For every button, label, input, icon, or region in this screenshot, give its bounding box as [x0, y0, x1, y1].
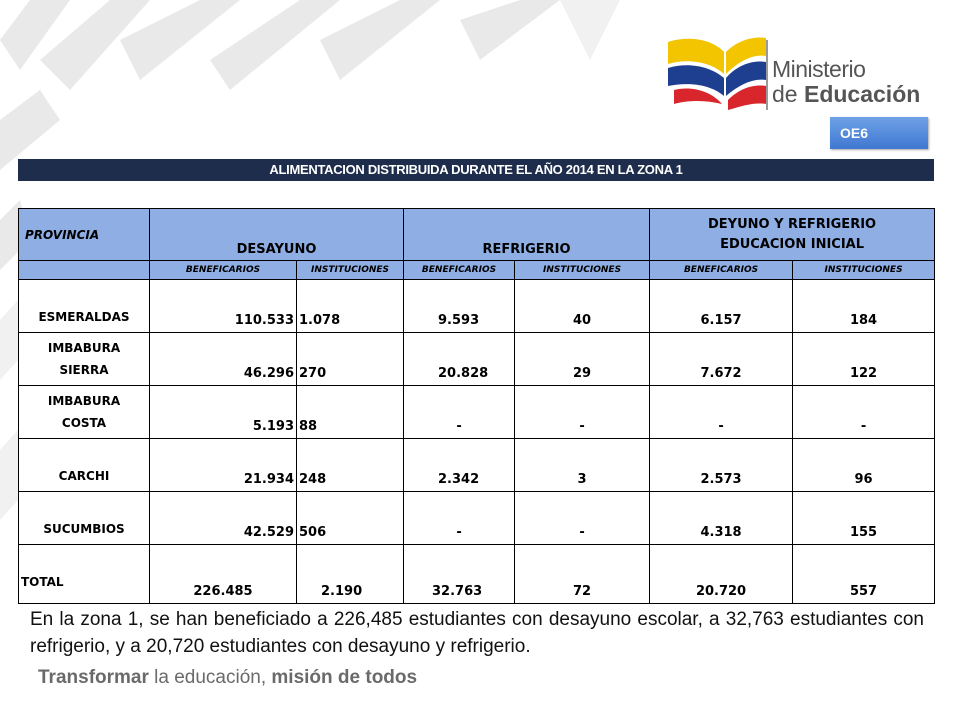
table-row: CARCHI 21.934 248 2.342 3 2.573 96	[18, 438, 936, 492]
slogan-part-3: misión de todos	[271, 667, 418, 688]
cell-refrigerio-instituciones: 29	[514, 332, 651, 386]
header-desayuno: DESAYUNO	[148, 208, 405, 261]
table-row-total: TOTAL 226.485 2.190 32.763 72 20.720 557	[18, 544, 936, 604]
cell-desayuno-beneficiarios: 110.533	[149, 279, 297, 333]
total-inicial-instituciones: 557	[792, 544, 936, 604]
header-refrigerio: REFRIGERIO	[403, 208, 651, 261]
table-title: ALIMENTACION DISTRIBUIDA DURANTE EL AÑO …	[18, 159, 934, 181]
row-province: IMBABURA COSTA	[18, 385, 150, 439]
cell-desayuno-instituciones: 270	[295, 332, 405, 386]
cell-desayuno-instituciones: 1.078	[295, 279, 405, 333]
cell-inicial-beneficiarios: 4.318	[649, 491, 794, 545]
logo-line-2: de Educación	[772, 81, 921, 107]
cell-inicial-instituciones: -	[792, 385, 936, 439]
cell-inicial-instituciones: 184	[792, 279, 936, 333]
row-province: SUCUMBIOS	[18, 491, 150, 545]
ministerio-logo	[666, 34, 926, 114]
subheader-desayuno-beneficiarios: BENEFICARIOS	[149, 260, 297, 280]
slogan: Transformar la educación, misión de todo…	[38, 667, 417, 689]
cell-inicial-instituciones: 155	[792, 491, 936, 545]
cell-desayuno-beneficiarios: 42.529	[149, 491, 297, 545]
total-label: TOTAL	[18, 544, 150, 604]
cell-refrigerio-instituciones: 3	[514, 438, 651, 492]
table-row: IMBABURA SIERRA 46.296 270 20.828 29 7.67…	[18, 332, 936, 386]
flag-swoosh-icon	[668, 37, 766, 110]
total-desayuno-beneficiarios: 226.485	[149, 544, 297, 604]
cell-refrigerio-instituciones: 40	[514, 279, 651, 333]
header-deyuno-line-1: DEYUNO Y REFRIGERIO	[707, 216, 877, 232]
total-refrigerio-beneficiarios: 32.763	[403, 544, 516, 604]
cell-refrigerio-instituciones: -	[514, 385, 651, 439]
subheader-inicial-instituciones: INSTITUCIONES	[792, 260, 936, 280]
cell-inicial-beneficiarios: 6.157	[649, 279, 794, 333]
cell-refrigerio-instituciones: -	[514, 491, 651, 545]
cell-refrigerio-beneficiarios: 20.828	[403, 332, 516, 386]
total-desayuno-instituciones: 2.190	[295, 544, 405, 604]
feeding-table: PROVINCIA DESAYUNO REFRIGERIO DEYUNO Y R…	[18, 208, 936, 604]
subheader-desayuno-instituciones: INSTITUCIONES	[295, 260, 405, 280]
cell-inicial-beneficiarios: 7.672	[649, 332, 794, 386]
cell-desayuno-instituciones: 88	[295, 385, 405, 439]
summary-text: En la zona 1, se han beneficiado a 226,4…	[30, 609, 924, 657]
subheader-inicial-beneficiarios: BENEFICARIOS	[649, 260, 794, 280]
cell-desayuno-instituciones: 248	[295, 438, 405, 492]
cell-refrigerio-beneficiarios: 9.593	[403, 279, 516, 333]
header-deyuno-line-2: EDUCACION INICIAL	[720, 236, 865, 252]
row-province: ESMERALDAS	[18, 279, 150, 333]
cell-desayuno-instituciones: 506	[295, 491, 405, 545]
cell-desayuno-beneficiarios: 5.193	[149, 385, 297, 439]
cell-inicial-beneficiarios: 2.573	[649, 438, 794, 492]
subheader-refrigerio-instituciones: INSTITUCIONES	[514, 260, 651, 280]
row-province: CARCHI	[18, 438, 150, 492]
subheader-empty	[18, 260, 150, 280]
cell-desayuno-beneficiarios: 46.296	[149, 332, 297, 386]
cell-desayuno-beneficiarios: 21.934	[149, 438, 297, 492]
cell-refrigerio-beneficiarios: -	[403, 491, 516, 545]
header-desayuno-refrigerio: DEYUNO Y REFRIGERIO EDUCACION INICIAL	[649, 208, 936, 261]
header-provincia: PROVINCIA	[18, 208, 150, 261]
slogan-part-1: Transformar	[38, 667, 149, 688]
table-row: SUCUMBIOS 42.529 506 - - 4.318 155	[18, 491, 936, 545]
logo-wordmark: Ministerio de Educación	[772, 58, 920, 106]
slogan-part-2: la educación,	[148, 667, 272, 688]
oe6-badge: OE6	[830, 117, 928, 149]
table-row: IMBABURA COSTA 5.193 88 - - - -	[18, 385, 936, 439]
total-inicial-beneficiarios: 20.720	[649, 544, 794, 604]
subheader-refrigerio-beneficiarios: BENEFICARIOS	[403, 260, 516, 280]
row-province: IMBABURA SIERRA	[18, 332, 150, 386]
cell-refrigerio-beneficiarios: 2.342	[403, 438, 516, 492]
cell-inicial-beneficiarios: -	[649, 385, 794, 439]
cell-inicial-instituciones: 122	[792, 332, 936, 386]
total-refrigerio-instituciones: 72	[514, 544, 651, 604]
cell-inicial-instituciones: 96	[792, 438, 936, 492]
logo-line-1: Ministerio	[772, 56, 866, 82]
table-row: ESMERALDAS 110.533 1.078 9.593 40 6.157 …	[18, 279, 936, 333]
cell-refrigerio-beneficiarios: -	[403, 385, 516, 439]
